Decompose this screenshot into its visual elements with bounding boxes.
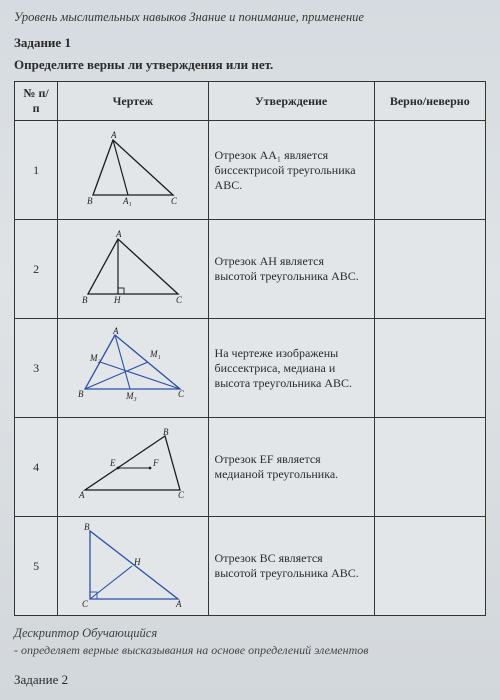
svg-text:A₁: A₁ [122,196,132,206]
svg-text:B: B [78,389,84,399]
svg-text:F: F [152,458,159,468]
svg-text:H: H [133,557,141,567]
worksheet-page: Уровень мыслительных навыков Знание и по… [0,0,500,700]
svg-text:C: C [178,490,185,500]
triangle-median-icon: B A C E F [70,428,195,506]
drawing-cell-5: B C A H [58,517,208,616]
skill-level-header: Уровень мыслительных навыков Знание и по… [14,10,486,25]
task1-subtitle: Определите верны ли утверждения или нет. [14,57,486,73]
svg-text:A: A [78,490,85,500]
row-number: 4 [15,418,58,517]
svg-text:C: C [171,196,178,206]
triangle-bisector-icon: A B A₁ C [73,130,193,210]
col-header-statement: Утверждение [208,82,374,121]
statement-cell: На чертеже изображены биссектриса, медиа… [208,319,374,418]
drawing-cell-3: A B C M₂ M₁ M₃ [58,319,208,418]
drawing-cell-1: A B A₁ C [58,121,208,220]
answer-cell[interactable] [374,319,485,418]
drawing-cell-2: A B H C [58,220,208,319]
row-number: 5 [15,517,58,616]
answer-cell[interactable] [374,418,485,517]
svg-text:C: C [82,599,89,609]
row-number: 1 [15,121,58,220]
col-header-number: № п/п [15,82,58,121]
table-header-row: № п/п Чертеж Утверждение Верно/неверно [15,82,486,121]
svg-text:A: A [115,229,122,239]
svg-text:A: A [110,130,117,140]
right-triangle-height-icon: B C A H [70,521,195,611]
table-row: 2 A B H C Отрезок AH является высотой тр… [15,220,486,319]
statement-cell: Отрезок BC является высотой треугольника… [208,517,374,616]
col-header-answer: Верно/неверно [374,82,485,121]
statements-table: № п/п Чертеж Утверждение Верно/неверно 1… [14,81,486,616]
answer-cell[interactable] [374,220,485,319]
triangle-cevians-icon: A B C M₂ M₁ M₃ [70,327,195,409]
row-number: 2 [15,220,58,319]
task1-title: Задание 1 [14,35,486,51]
triangle-height-icon: A B H C [73,229,193,309]
svg-text:E: E [109,458,116,468]
descriptor-line: - определяет верные высказывания на осно… [14,643,486,658]
svg-text:C: C [178,389,185,399]
statement-cell: Отрезок EF является медианой треугольник… [208,418,374,517]
col-header-drawing: Чертеж [58,82,208,121]
statement-cell: Отрезок AH является высотой треугольника… [208,220,374,319]
svg-text:M₁: M₁ [149,349,161,359]
svg-text:B: B [82,295,88,305]
svg-text:M₃: M₃ [125,391,137,401]
row-number: 3 [15,319,58,418]
answer-cell[interactable] [374,121,485,220]
svg-text:B: B [163,428,169,437]
svg-text:M₂: M₂ [89,353,101,363]
svg-text:C: C [176,295,183,305]
svg-text:A: A [112,327,119,336]
table-row: 5 B C A H Отрезок BC является высотой тр… [15,517,486,616]
svg-text:B: B [84,522,90,532]
svg-text:B: B [87,196,93,206]
statement-cell: Отрезок AA₁ является биссектрисой треуго… [208,121,374,220]
table-row: 3 A B C M₂ M₁ M₃ На чертеже [15,319,486,418]
table-row: 4 B A C E F Отрезок EF является медианой [15,418,486,517]
descriptor-label: Дескриптор Обучающийся [14,626,486,641]
svg-text:H: H [113,295,121,305]
answer-cell[interactable] [374,517,485,616]
task2-title: Задание 2 [14,672,486,688]
table-row: 1 A B A₁ C Отрезок AA₁ является биссектр… [15,121,486,220]
drawing-cell-4: B A C E F [58,418,208,517]
svg-text:A: A [175,599,182,609]
